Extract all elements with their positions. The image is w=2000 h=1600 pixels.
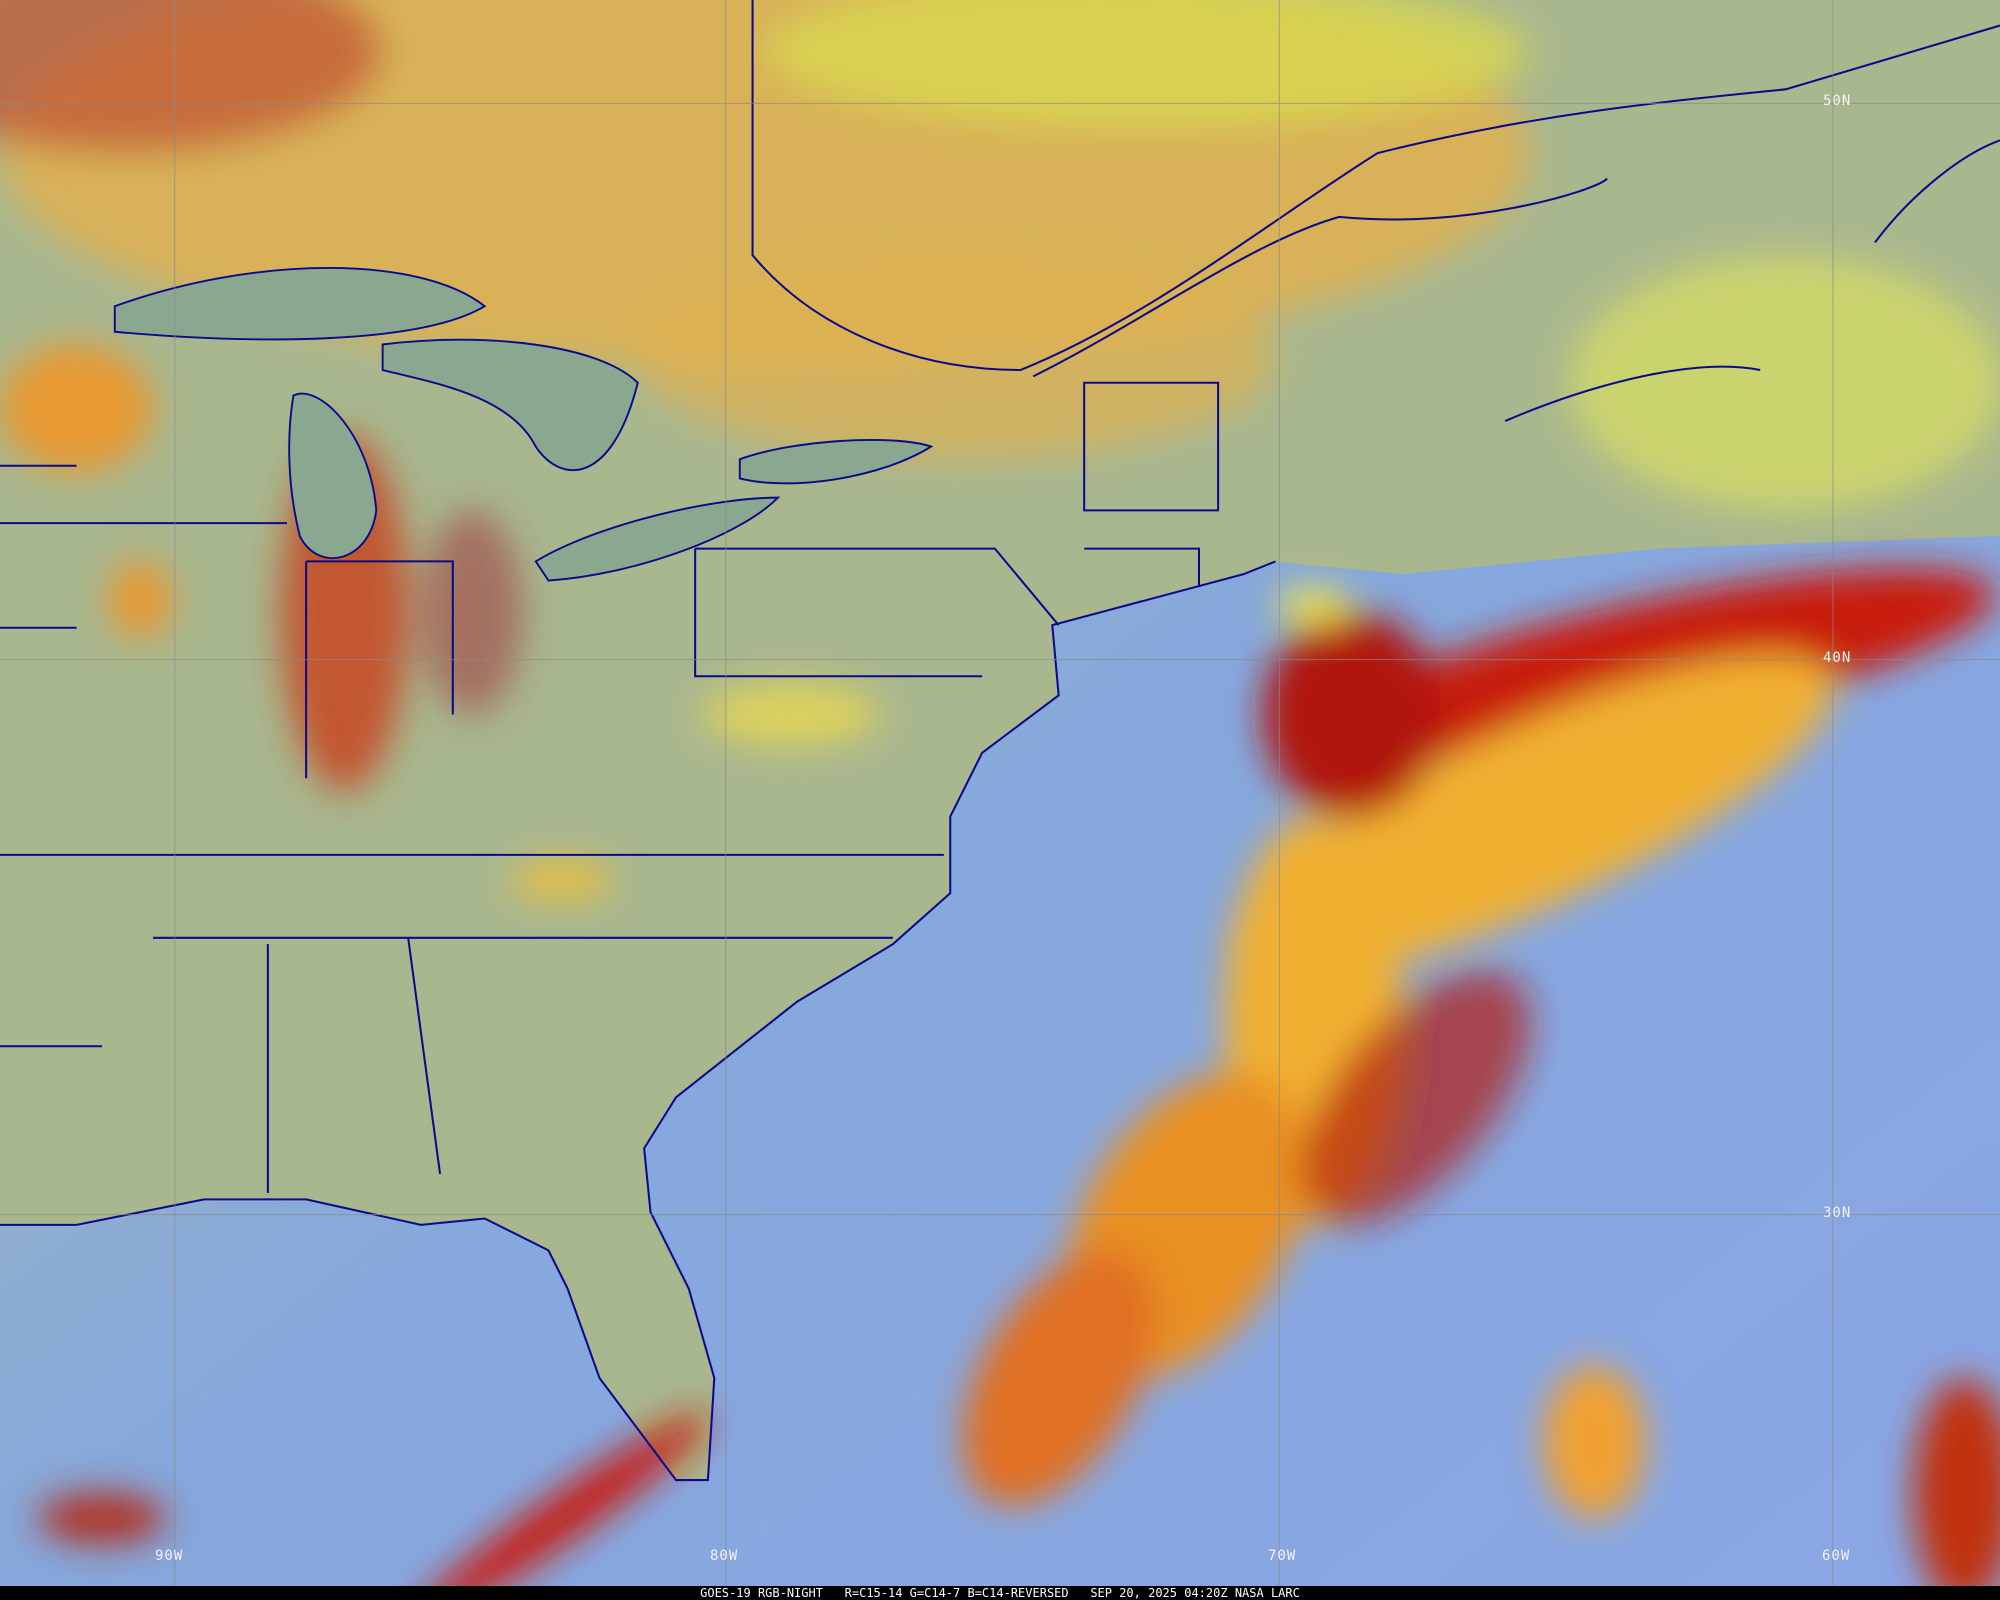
lon-label-70w: 70W — [1268, 1548, 1297, 1564]
caption-datetime: SEP 20, 2025 04:20Z — [1090, 1586, 1228, 1600]
lon-label-90w: 90W — [155, 1548, 184, 1564]
political-boundaries — [0, 0, 2000, 1482]
caption-satellite: GOES-19 — [700, 1586, 751, 1600]
lat-label-30n: 30N — [1823, 1205, 1852, 1221]
lon-label-60w: 60W — [1822, 1548, 1851, 1564]
lat-label-40n: 40N — [1823, 650, 1852, 666]
lat-label-50n: 50N — [1823, 93, 1852, 109]
caption-product: RGB-NIGHT — [757, 1586, 823, 1600]
lon-label-80w: 80W — [710, 1548, 739, 1564]
caption-bar: GOES-19 RGB-NIGHT R=C15-14 G=C14-7 B=C14… — [0, 1586, 2000, 1600]
caption-recipe: R=C15-14 G=C14-7 B=C14-REVERSED — [844, 1586, 1069, 1600]
caption-credit: NASA LARC — [1234, 1586, 1300, 1600]
great-lakes — [113, 266, 934, 582]
